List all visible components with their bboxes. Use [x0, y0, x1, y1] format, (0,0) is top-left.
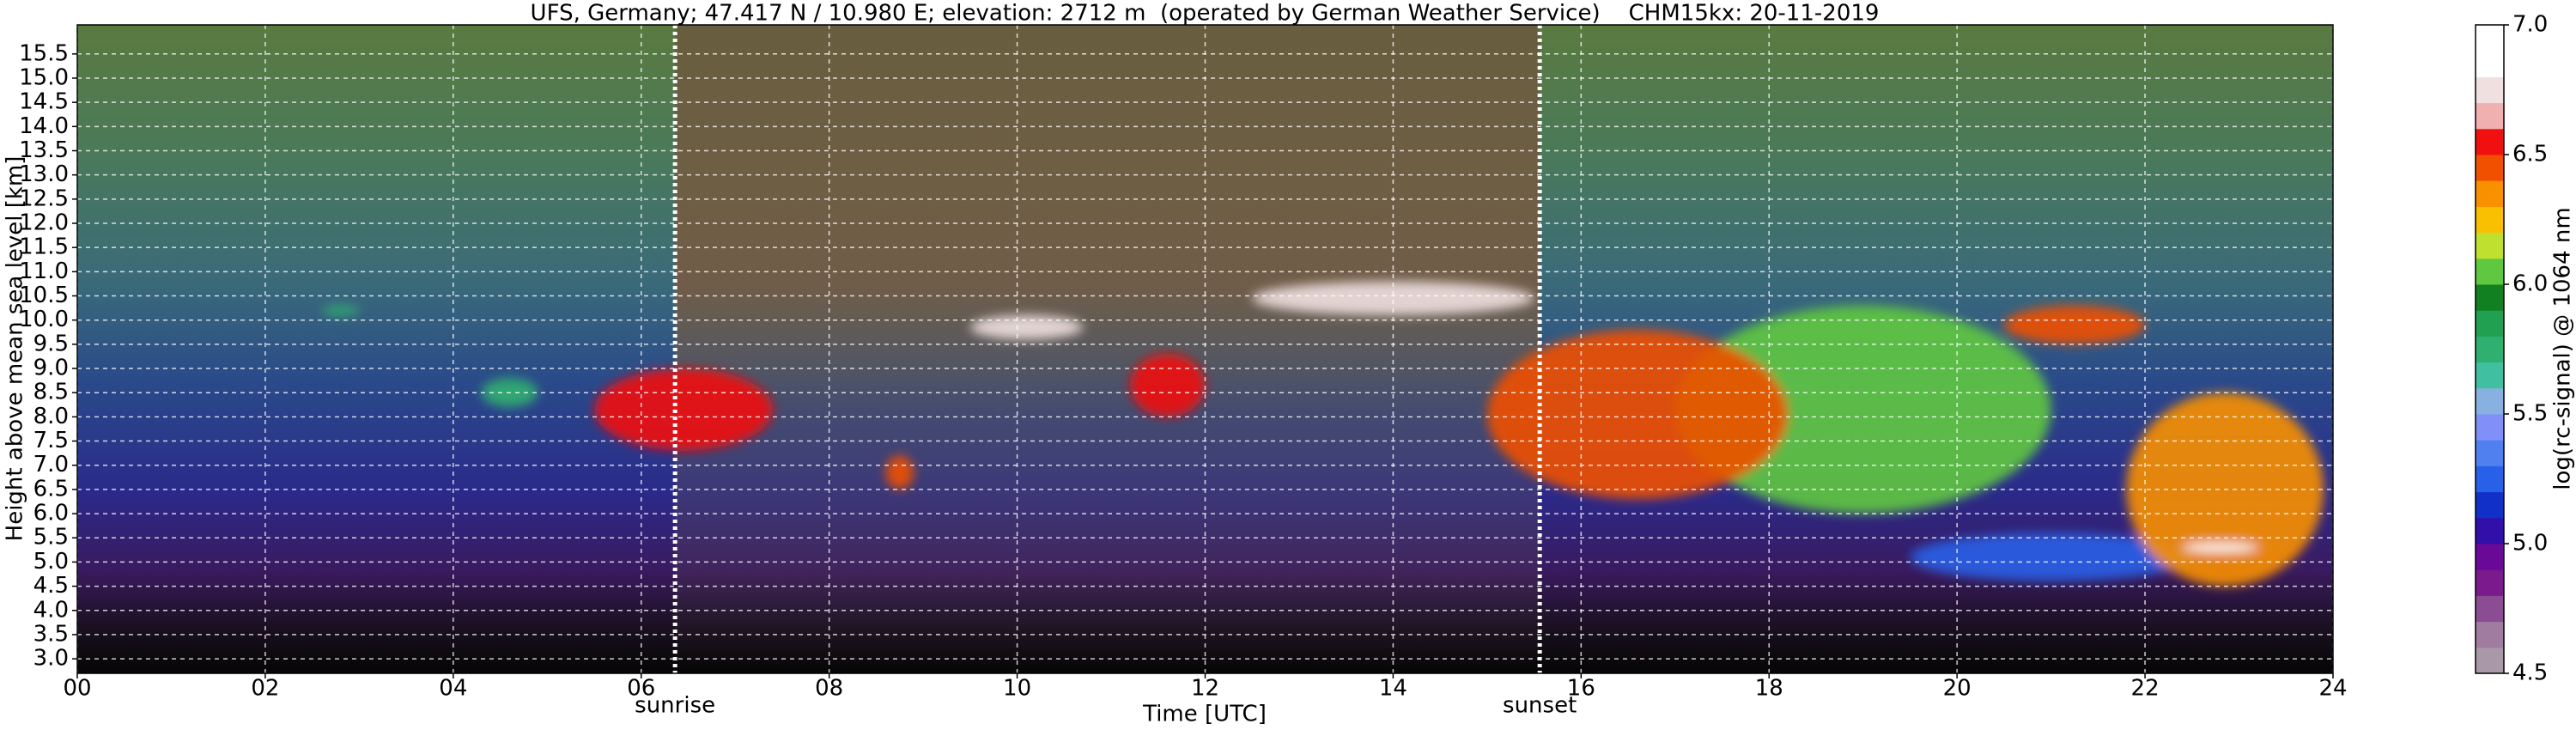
colorbar-tick-label: 6.0	[2512, 271, 2548, 297]
colorbar-segment	[2476, 517, 2504, 544]
colorbar-frame	[2475, 24, 2505, 674]
colorbar-segment	[2476, 569, 2504, 596]
colorbar-segment	[2476, 336, 2504, 363]
colorbar-segment	[2476, 595, 2504, 623]
cloud-feature	[594, 368, 773, 451]
colorbar-segment	[2476, 76, 2504, 104]
cloud-feature	[1129, 354, 1206, 417]
daylight-band	[675, 25, 1540, 673]
x-tick-label: 10	[1003, 676, 1031, 702]
x-tick-label: 06	[627, 676, 655, 702]
cloud-feature	[1674, 305, 2051, 514]
y-tick-label: 10.5	[19, 283, 69, 308]
x-tick-label: 08	[815, 676, 843, 702]
cloud-feature	[1252, 281, 1534, 316]
colorbar-segment	[2476, 258, 2504, 285]
colorbar-tick-label: 4.5	[2512, 660, 2548, 686]
annotation-label: sunset	[1503, 693, 1577, 719]
x-tick-label: 02	[251, 676, 279, 702]
colorbar-segment	[2476, 465, 2504, 493]
cloud-feature	[1910, 532, 2192, 581]
cloud-feature	[885, 455, 914, 490]
y-tick-label: 6.0	[33, 501, 69, 526]
y-tick-label: 14.0	[19, 113, 69, 139]
colorbar-segment	[2476, 180, 2504, 207]
cloud-feature	[321, 305, 360, 316]
y-tick-label: 13.5	[19, 137, 69, 163]
x-tick-label: 00	[63, 676, 91, 702]
x-tick-label: 20	[1943, 676, 1971, 702]
y-tick-label: 9.5	[33, 331, 69, 356]
y-tick-label: 6.5	[33, 476, 69, 502]
y-tick-label: 12.0	[19, 210, 69, 236]
y-tick-label: 8.5	[33, 380, 69, 405]
y-tick-label: 10.0	[19, 307, 69, 332]
x-axis-label: Time [UTC]	[1142, 702, 1267, 727]
colorbar-segment	[2476, 491, 2504, 519]
colorbar-label: log(rc-signal) @ 1064 nm	[2550, 207, 2576, 490]
y-tick-label: 3.5	[33, 621, 69, 647]
y-tick-label: 5.0	[33, 549, 69, 575]
colorbar-segment	[2476, 206, 2504, 234]
cloud-feature	[2003, 305, 2146, 344]
colorbar-tick-label: 5.5	[2512, 401, 2548, 427]
colorbar-segment	[2476, 414, 2504, 441]
colorbar-segment	[2476, 621, 2504, 648]
colorbar-tick-label: 7.0	[2512, 12, 2548, 38]
y-tick-label: 3.0	[33, 646, 69, 672]
colorbar-tick-label: 6.5	[2512, 142, 2548, 167]
y-tick-label: 14.5	[19, 89, 69, 115]
cloud-feature	[1486, 329, 1789, 500]
y-tick-label: 8.0	[33, 404, 69, 429]
colorbar-segment	[2476, 51, 2504, 77]
colorbar-segment	[2476, 232, 2504, 259]
colorbar-segment	[2476, 647, 2504, 674]
x-tick-label: 12	[1191, 676, 1219, 702]
cloud-feature	[969, 315, 1084, 340]
colorbar-segment	[2476, 155, 2504, 181]
y-tick-label: 15.0	[19, 64, 69, 90]
cloud-feature	[2182, 542, 2258, 553]
y-tick-label: 7.0	[33, 452, 69, 478]
y-tick-label: 15.5	[19, 40, 69, 66]
y-tick-label: 13.0	[19, 161, 69, 187]
plot-frame	[76, 24, 2334, 674]
x-tick-label: 18	[1755, 676, 1783, 702]
colorbar-segment	[2476, 102, 2504, 130]
y-tick-label: 5.5	[33, 525, 69, 551]
y-tick-label: 9.0	[33, 356, 69, 381]
colorbar-segment	[2476, 128, 2504, 155]
x-tick-label: 16	[1567, 676, 1595, 702]
colorbar-segment	[2476, 544, 2504, 570]
colorbar-segment	[2476, 310, 2504, 337]
x-tick-label: 14	[1379, 676, 1407, 702]
colorbar-segment	[2476, 387, 2504, 415]
y-tick-label: 4.5	[33, 573, 69, 599]
y-tick-label: 7.5	[33, 428, 69, 453]
colorbar-tick-label: 5.0	[2512, 531, 2548, 557]
x-tick-label: 22	[2131, 676, 2160, 702]
chart-title: UFS, Germany; 47.417 N / 10.980 E; eleva…	[531, 1, 1880, 27]
y-tick-label: 11.5	[19, 234, 69, 260]
y-tick-label: 12.5	[19, 186, 69, 211]
y-tick-label: 11.0	[19, 259, 69, 284]
x-tick-label: 24	[2318, 676, 2347, 702]
colorbar-segment	[2476, 362, 2504, 389]
colorbar-segment	[2476, 440, 2504, 466]
annotation-label: sunrise	[635, 693, 715, 719]
colorbar-segment	[2476, 284, 2504, 311]
y-tick-label: 4.0	[33, 597, 69, 623]
colorbar-segment	[2476, 25, 2504, 52]
x-tick-label: 04	[439, 676, 467, 702]
y-axis-label: Height above mean sea level [km]	[3, 156, 28, 542]
